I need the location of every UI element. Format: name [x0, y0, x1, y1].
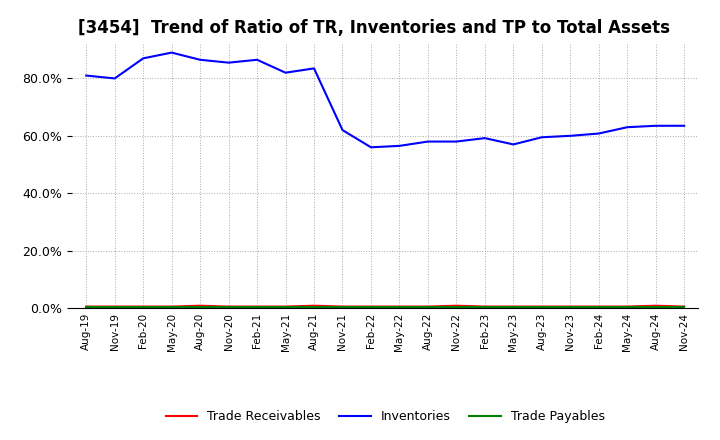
Trade Payables — [139, 305, 148, 310]
Text: [3454]  Trend of Ratio of TR, Inventories and TP to Total Assets: [3454] Trend of Ratio of TR, Inventories… — [78, 19, 670, 37]
Trade Payables — [167, 305, 176, 310]
Line: Trade Receivables: Trade Receivables — [86, 306, 684, 307]
Trade Receivables — [110, 304, 119, 309]
Trade Payables — [480, 305, 489, 310]
Trade Receivables — [537, 304, 546, 309]
Trade Receivables — [423, 304, 432, 309]
Inventories — [452, 139, 461, 144]
Trade Payables — [338, 305, 347, 310]
Trade Payables — [566, 305, 575, 310]
Trade Payables — [310, 305, 318, 310]
Inventories — [537, 135, 546, 140]
Trade Receivables — [253, 304, 261, 309]
Line: Inventories: Inventories — [86, 53, 684, 147]
Inventories — [196, 57, 204, 62]
Inventories — [423, 139, 432, 144]
Inventories — [652, 123, 660, 128]
Inventories — [480, 136, 489, 141]
Inventories — [225, 60, 233, 65]
Trade Receivables — [566, 304, 575, 309]
Legend: Trade Receivables, Inventories, Trade Payables: Trade Receivables, Inventories, Trade Pa… — [161, 406, 610, 429]
Inventories — [623, 125, 631, 130]
Trade Payables — [282, 305, 290, 310]
Inventories — [282, 70, 290, 75]
Trade Payables — [652, 305, 660, 310]
Trade Receivables — [225, 304, 233, 309]
Trade Payables — [110, 305, 119, 310]
Trade Payables — [82, 305, 91, 310]
Trade Payables — [196, 305, 204, 310]
Trade Receivables — [366, 304, 375, 309]
Inventories — [595, 131, 603, 136]
Inventories — [139, 56, 148, 61]
Trade Receivables — [509, 304, 518, 309]
Trade Receivables — [652, 303, 660, 308]
Inventories — [82, 73, 91, 78]
Trade Payables — [623, 305, 631, 310]
Trade Receivables — [310, 303, 318, 308]
Inventories — [167, 50, 176, 55]
Trade Receivables — [623, 304, 631, 309]
Inventories — [680, 123, 688, 128]
Inventories — [338, 128, 347, 133]
Trade Payables — [395, 305, 404, 310]
Trade Payables — [680, 305, 688, 310]
Trade Receivables — [167, 304, 176, 309]
Trade Payables — [225, 305, 233, 310]
Trade Receivables — [196, 303, 204, 308]
Trade Payables — [509, 305, 518, 310]
Trade Receivables — [139, 304, 148, 309]
Trade Receivables — [595, 304, 603, 309]
Trade Receivables — [82, 304, 91, 309]
Inventories — [253, 57, 261, 62]
Inventories — [366, 145, 375, 150]
Trade Payables — [452, 305, 461, 310]
Trade Payables — [253, 305, 261, 310]
Trade Receivables — [680, 304, 688, 309]
Trade Receivables — [480, 304, 489, 309]
Trade Receivables — [452, 303, 461, 308]
Inventories — [395, 143, 404, 149]
Trade Payables — [423, 305, 432, 310]
Trade Receivables — [338, 304, 347, 309]
Inventories — [509, 142, 518, 147]
Trade Payables — [537, 305, 546, 310]
Inventories — [110, 76, 119, 81]
Inventories — [566, 133, 575, 139]
Trade Receivables — [282, 304, 290, 309]
Trade Receivables — [395, 304, 404, 309]
Trade Payables — [366, 305, 375, 310]
Inventories — [310, 66, 318, 71]
Trade Payables — [595, 305, 603, 310]
